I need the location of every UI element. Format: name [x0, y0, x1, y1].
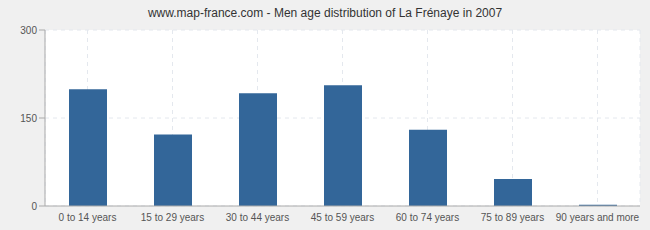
html-text:www.map-france.com - Men age d: www.map-france.com - Men age distributio… [147, 6, 503, 20]
svg-text:300: 300 [20, 25, 37, 36]
svg-text:150: 150 [20, 113, 37, 124]
svg-text:45 to 59 years: 45 to 59 years [311, 212, 374, 223]
svg-text:75 to 89 years: 75 to 89 years [481, 212, 544, 223]
svg-text:0 to 14 years: 0 to 14 years [59, 212, 117, 223]
svg-text:60 to 74 years: 60 to 74 years [396, 212, 459, 223]
svg-text:30 to 44 years: 30 to 44 years [226, 212, 289, 223]
svg-text:90 years and more: 90 years and more [556, 212, 640, 223]
svg-text:15 to 29 years: 15 to 29 years [141, 212, 204, 223]
svg-text:0: 0 [31, 201, 37, 212]
